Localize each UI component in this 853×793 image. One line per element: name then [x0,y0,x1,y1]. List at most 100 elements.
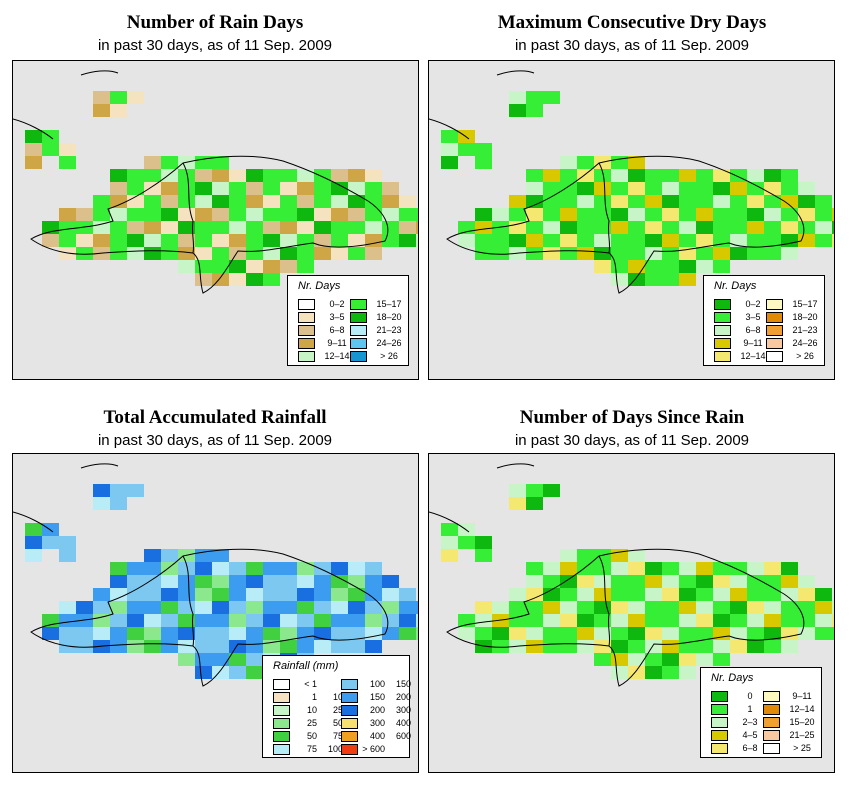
grid-cell [611,575,628,588]
grid-cell [297,588,314,601]
grid-cell [314,208,331,221]
grid-cell [246,208,263,221]
grid-cell [76,627,93,640]
grid-cell [747,640,764,653]
grid-cell [611,627,628,640]
legend-dry-days: Nr. Days 0–2 3–5 6–8 9–11 12–14 15–17 18–20 21–… [703,275,825,366]
grid-cell [348,588,365,601]
grid-cell [263,627,280,640]
grid-cell [331,562,348,575]
grid-cell [93,208,110,221]
legend-swatch [298,299,315,310]
grid-cell [509,91,526,104]
grid-cell [696,627,713,640]
legend-swatch [711,730,728,741]
grid-cell [229,666,246,679]
grid-cell [492,247,509,260]
grid-cell [679,182,696,195]
grid-cell [594,247,611,260]
grid-cell [713,221,730,234]
grid-cell [628,601,645,614]
grid-cell [127,182,144,195]
grid-cell [611,247,628,260]
grid-cell [161,195,178,208]
legend-swatch [350,325,367,336]
panel-subtitle: in past 30 days, as of 11 Sep. 2009 [97,37,333,54]
grid-cell [781,195,798,208]
grid-cell [348,562,365,575]
grid-cell [662,666,679,679]
grid-cell [144,208,161,221]
grid-cell [662,653,679,666]
grid-cell [662,208,679,221]
grid-cell [509,208,526,221]
grid-cell [127,588,144,601]
grid-cell [246,601,263,614]
grid-cell [713,575,730,588]
legend-swatch [766,325,783,336]
grid-cell [543,484,560,497]
grid-cell [297,575,314,588]
grid-cell [509,601,526,614]
grid-cell [764,182,781,195]
grid-cell [560,182,577,195]
grid-cell [696,182,713,195]
grid-cell [645,208,662,221]
grid-cell [229,627,246,640]
grid-cell [331,234,348,247]
grid-cell [127,484,144,497]
grid-cell [110,484,127,497]
grid-cell [509,484,526,497]
legend-swatch [766,351,783,362]
grid-cell [475,156,492,169]
grid-cell [76,208,93,221]
grid-cell [696,260,713,273]
grid-cell [246,666,263,679]
grid-cell [331,195,348,208]
legend-label-low: 200 [369,705,385,715]
grid-cell [59,601,76,614]
grid-cell [263,575,280,588]
grid-cell [229,575,246,588]
grid-cell [645,601,662,614]
map-canvas [13,463,418,687]
grid-cell [246,221,263,234]
grid-cell [382,221,399,234]
grid-cell [195,666,212,679]
grid-cell [161,234,178,247]
grid-cell [560,562,577,575]
panel-subtitle: in past 30 days, as of 11 Sep. 2009 [97,432,333,449]
grid-cell [229,273,246,286]
grid-cell [628,247,645,260]
grid-cell [679,221,696,234]
grid-cell [144,640,161,653]
grid-cell [365,208,382,221]
grid-cell [365,234,382,247]
legend-label: 6–8 [329,325,345,335]
grid-cell [110,182,127,195]
legend-swatch [763,743,780,754]
grid-cell [212,653,229,666]
legend-label-high: 50 [332,718,343,728]
grid-cell [611,614,628,627]
legend-swatch [766,312,783,323]
grid-cell [475,536,492,549]
grid-cell [93,484,110,497]
grid-cell [730,208,747,221]
grid-cell [560,195,577,208]
grid-cell [195,247,212,260]
grid-cell [577,627,594,640]
grid-cell [645,562,662,575]
grid-cell [543,195,560,208]
grid-cell [526,627,543,640]
grid-cell [611,273,628,286]
legend-label: 9–11 [743,338,763,348]
legend-swatch [273,692,290,703]
grid-cell [747,614,764,627]
grid-cell [297,247,314,260]
grid-cell [628,588,645,601]
grid-cell [611,601,628,614]
grid-cell [730,614,747,627]
grid-cell [509,497,526,510]
grid-cell [331,614,348,627]
